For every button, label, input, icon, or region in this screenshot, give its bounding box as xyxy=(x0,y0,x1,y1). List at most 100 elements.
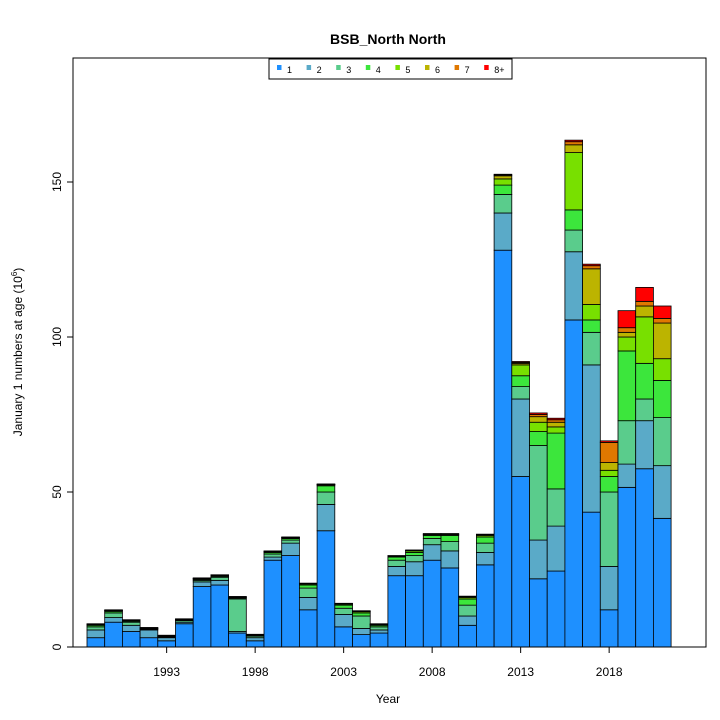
bar-segment-2013-age-2 xyxy=(511,398,530,477)
bar-segment-1998-age-2 xyxy=(245,637,265,642)
bar-segment-1989-age-1 xyxy=(86,637,106,648)
bar-segment-2019-age-4 xyxy=(617,350,637,422)
bar-segment-1999-age-1 xyxy=(263,559,283,648)
bar-segment-2006-age-4 xyxy=(387,556,406,561)
bar-segment-1996-age-1 xyxy=(210,584,229,648)
legend-label-3: 3 xyxy=(346,65,351,75)
bar-segment-2007-age-3 xyxy=(405,555,424,563)
bar-segment-2017-age-8plus xyxy=(582,263,601,267)
bar-segment-2010-age-2 xyxy=(458,615,477,626)
bar-segment-2002-age-4 xyxy=(316,485,336,493)
bar-segment-2015-age-6 xyxy=(546,421,566,428)
bar-segment-2009-age-3 xyxy=(440,541,460,552)
bar-segment-2018-age-7 xyxy=(599,441,619,463)
bar-segment-2012-age-8plus xyxy=(493,173,513,176)
bar-segment-2019-age-7 xyxy=(617,327,637,333)
bar-segment-2014-age-8plus xyxy=(529,412,548,415)
bar-segment-2004-age-3 xyxy=(352,615,371,629)
bar-segment-2006-age-2 xyxy=(387,566,406,577)
bar-segment-2018-age-8plus xyxy=(599,440,619,443)
bar-segment-2010-age-4 xyxy=(458,598,477,606)
legend-label-2: 2 xyxy=(317,65,322,75)
bar-segment-2016-age-4 xyxy=(564,209,584,231)
legend-label-7: 7 xyxy=(465,65,470,75)
x-tick-label: 2008 xyxy=(419,665,446,679)
bar-segment-1990-age-2 xyxy=(104,617,123,623)
bar-segment-1989-age-3 xyxy=(86,626,106,631)
bar-segment-2021-age-7 xyxy=(653,317,672,324)
bar-segment-2015-age-1 xyxy=(546,570,566,648)
y-axis-label-close: ) xyxy=(11,268,25,272)
bar-segment-2017-age-4 xyxy=(582,319,601,333)
bar-segment-2001-age-2 xyxy=(298,597,318,611)
x-tick-label: 2003 xyxy=(330,665,357,679)
bar-segment-2016-age-8plus xyxy=(564,139,584,143)
bar-segment-2000-age-2 xyxy=(281,542,300,556)
y-tick-label: 50 xyxy=(50,485,64,499)
bar-segment-2018-age-3 xyxy=(599,491,619,567)
bar-segment-2011-age-2 xyxy=(475,552,495,566)
bar-segment-2018-age-5 xyxy=(599,469,619,477)
bar-segment-2019-age-2 xyxy=(617,463,637,488)
bar-segment-2004-age-2 xyxy=(352,628,371,636)
bar-segment-2010-age-3 xyxy=(458,604,477,617)
bar-segment-2006-age-1 xyxy=(387,575,406,648)
bar-segment-2003-age-3 xyxy=(334,607,353,615)
bar-segment-2015-age-8plus xyxy=(546,417,566,421)
bar-segment-2017-age-2 xyxy=(582,364,601,513)
bar-segment-2001-age-4 xyxy=(298,584,318,589)
bar-segment-1992-age-2 xyxy=(139,629,159,639)
legend-label-1: 1 xyxy=(287,65,292,75)
bar-segment-2003-age-1 xyxy=(334,626,353,648)
bar-segment-2019-age-6 xyxy=(617,331,637,338)
bar-segment-2009-age-1 xyxy=(440,567,460,648)
bar-segment-2009-age-4 xyxy=(440,535,460,543)
bar-segment-2012-age-6 xyxy=(493,175,513,180)
legend-label-6: 6 xyxy=(435,65,440,75)
bar-segment-1992-age-1 xyxy=(139,637,159,648)
x-tick-label: 1993 xyxy=(153,665,180,679)
legend-swatch-3 xyxy=(336,65,341,70)
y-axis: 0 50 100 150 xyxy=(50,172,73,650)
bar-segment-2011-age-3 xyxy=(475,542,495,553)
legend-swatch-2 xyxy=(306,65,312,70)
bar-segment-1990-age-1 xyxy=(104,621,123,648)
bar-segment-1995-age-1 xyxy=(192,586,212,648)
bar-segment-2020-age-1 xyxy=(635,468,654,648)
bar-segment-1990-age-3 xyxy=(104,612,123,618)
x-axis: 1993 1998 2003 2008 2013 2018 xyxy=(153,647,623,679)
bar-segment-2008-age-2 xyxy=(422,544,442,561)
bar-segment-2002-age-1 xyxy=(316,530,336,648)
bar-segment-2016-age-5 xyxy=(564,152,584,211)
bar-segment-2019-age-8plus xyxy=(617,310,637,329)
bar-segment-2015-age-3 xyxy=(546,488,566,527)
plot-frame xyxy=(72,57,707,648)
bar-segment-2012-age-2 xyxy=(493,212,513,251)
bar-segment-2011-age-1 xyxy=(475,564,495,648)
bar-segment-2020-age-3 xyxy=(635,398,654,422)
bar-segment-2020-age-2 xyxy=(635,420,654,470)
bar-segment-2000-age-3 xyxy=(281,539,300,544)
bar-segment-2008-age-3 xyxy=(422,538,442,546)
bar-segment-2017-age-5 xyxy=(582,304,601,321)
bar-segment-1999-age-2 xyxy=(263,556,283,561)
plot-area xyxy=(86,139,672,648)
bar-segment-2009-age-2 xyxy=(440,550,460,569)
bar-segment-2013-age-5 xyxy=(511,364,530,377)
bar-segment-2014-age-6 xyxy=(529,416,548,423)
bar-segment-2005-age-2 xyxy=(369,629,389,634)
bar-segment-2014-age-2 xyxy=(529,539,548,580)
bar-segment-2018-age-1 xyxy=(599,609,619,648)
x-axis-label: Year xyxy=(376,692,400,706)
bar-segment-2003-age-2 xyxy=(334,614,353,628)
bar-segment-2013-age-1 xyxy=(511,476,530,648)
bar-segment-2007-age-4 xyxy=(405,552,424,556)
bar-segment-2020-age-6 xyxy=(635,305,654,318)
bar-segment-2017-age-1 xyxy=(582,511,601,648)
bar-segment-2019-age-1 xyxy=(617,486,637,648)
bar-segment-2021-age-8plus xyxy=(653,305,672,319)
legend-swatch-7 xyxy=(454,65,460,70)
bar-segment-1995-age-2 xyxy=(192,581,212,587)
bar-segment-1996-age-2 xyxy=(210,579,229,586)
bar-segment-2011-age-4 xyxy=(475,536,495,544)
